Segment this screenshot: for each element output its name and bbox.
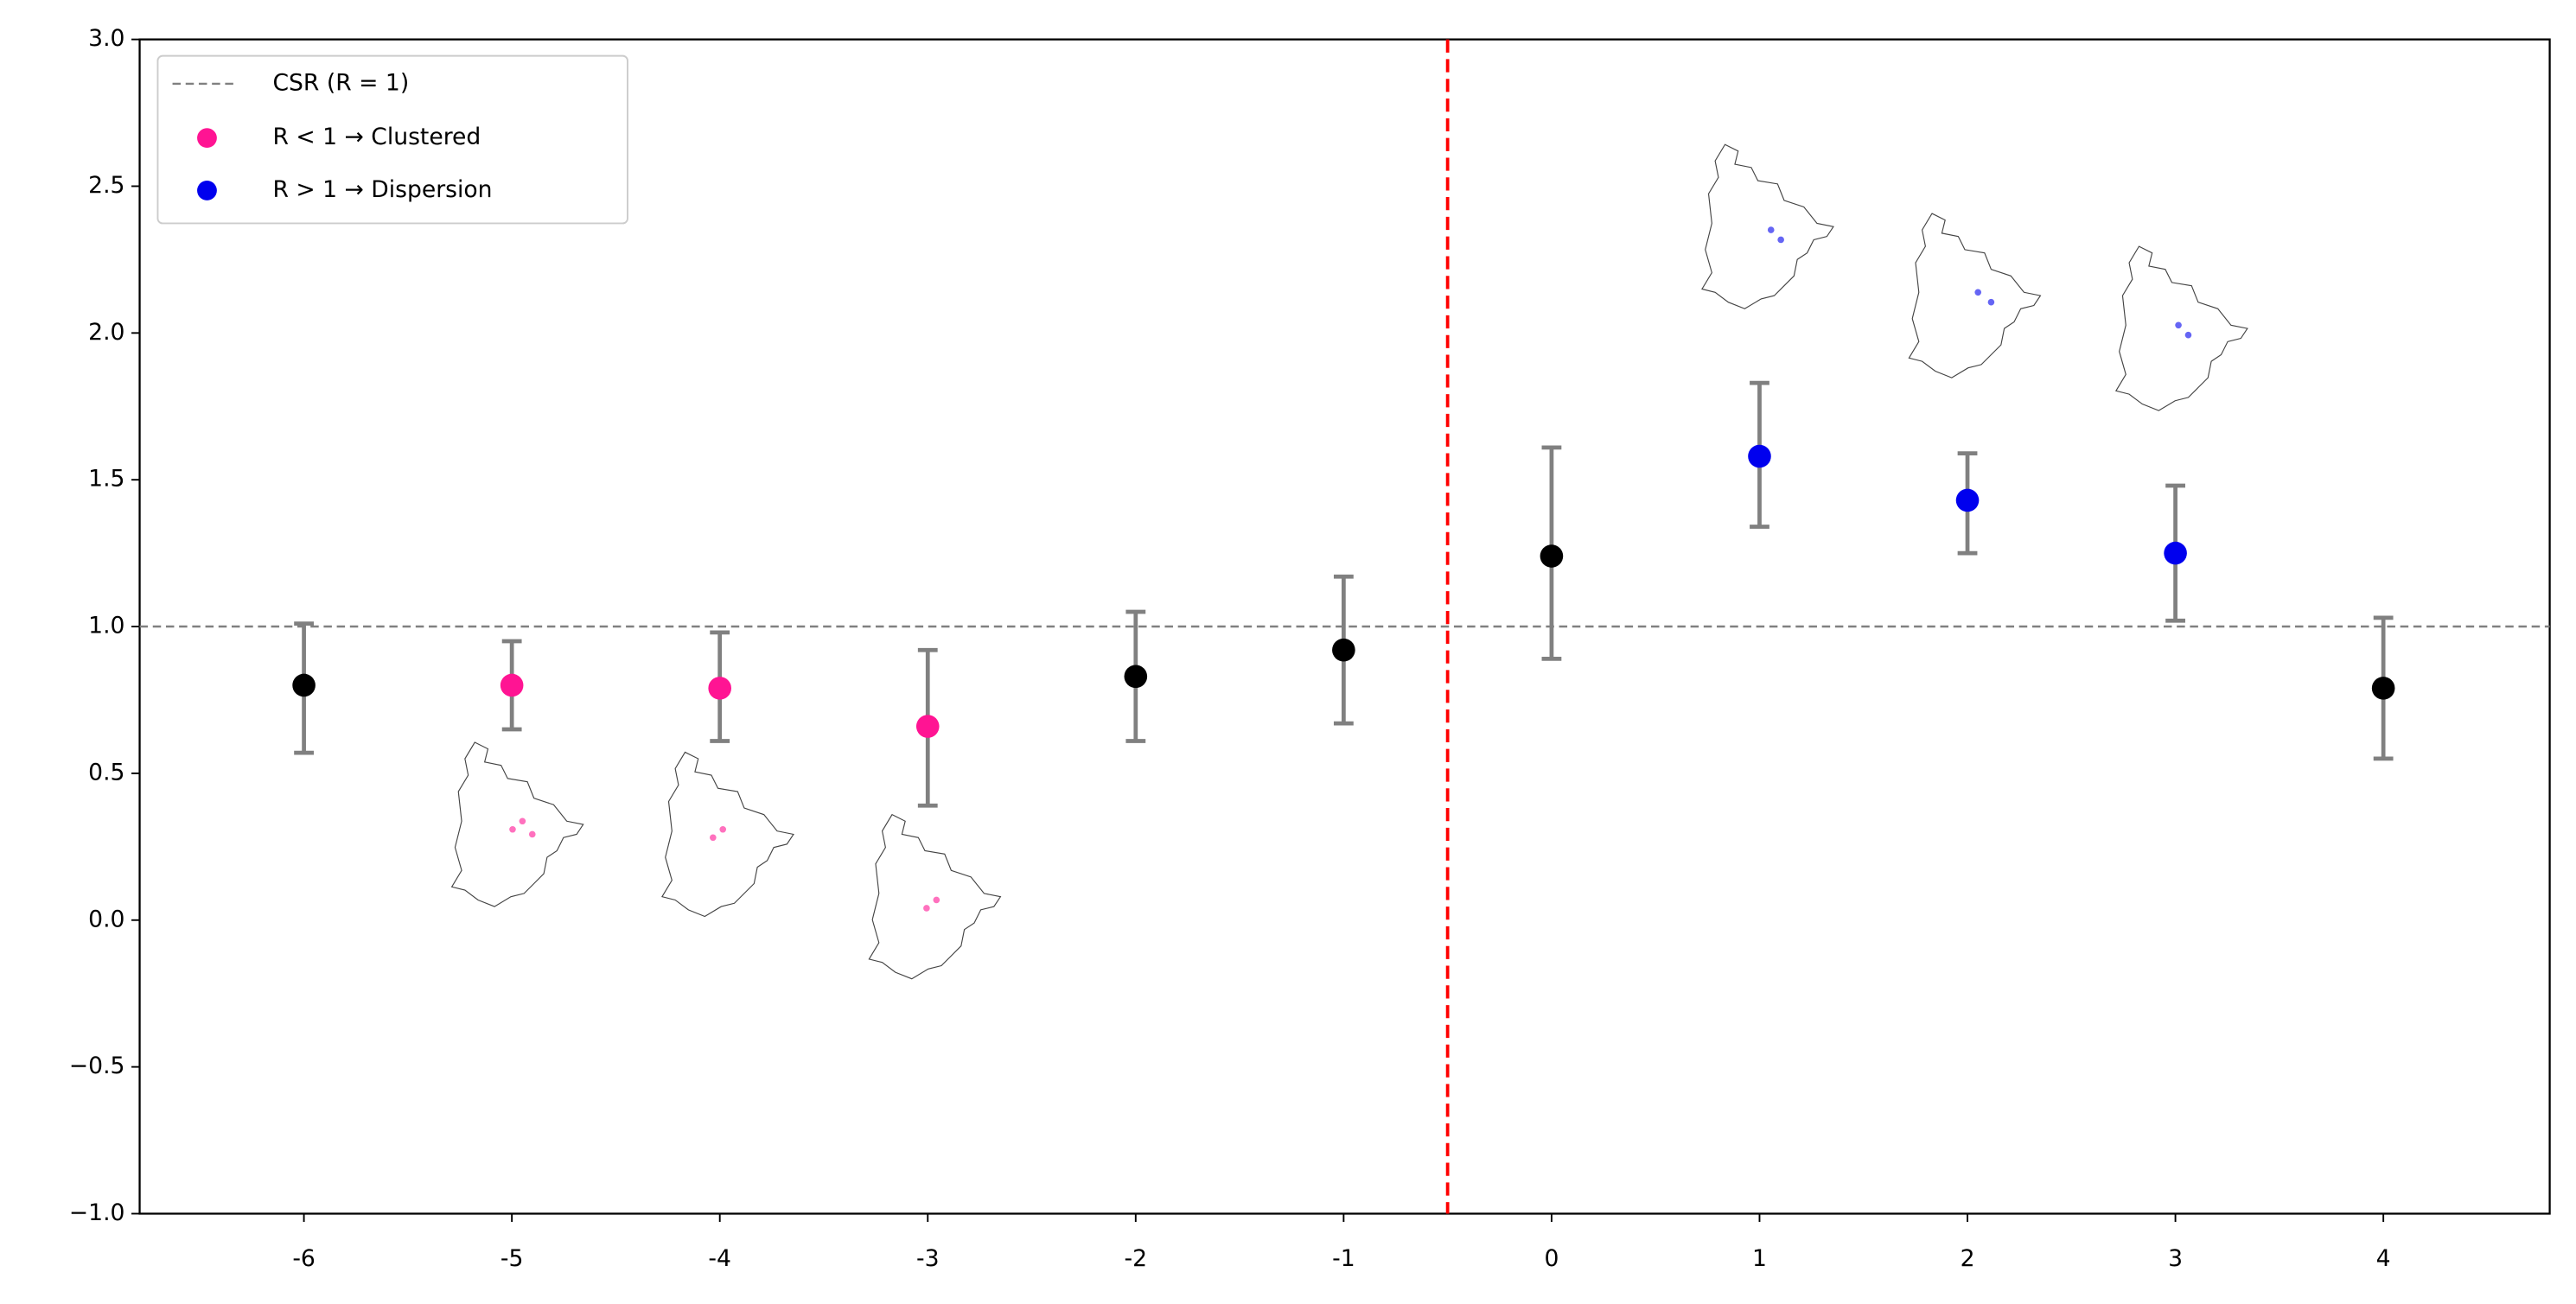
x-tick-label: -4: [708, 1245, 731, 1272]
point: [1748, 444, 1771, 468]
x-tick-label: -5: [501, 1245, 524, 1272]
point: [1540, 544, 1564, 568]
y-tick-label: 2.5: [88, 172, 124, 199]
point: [1124, 665, 1148, 689]
point: [292, 673, 316, 697]
legend-label: CSR (R = 1): [272, 69, 409, 96]
point: [1332, 638, 1355, 662]
point: [708, 677, 732, 700]
point: [2164, 541, 2187, 565]
y-tick-label: 3.0: [88, 25, 124, 52]
point: [915, 715, 940, 738]
x-tick-label: -6: [292, 1245, 316, 1272]
y-tick-label: 0.0: [88, 906, 124, 932]
legend-label: R > 1 → Dispersion: [272, 176, 492, 203]
y-tick-label: 1.0: [88, 613, 124, 639]
legend-marker: [197, 128, 217, 149]
y-tick-label: 2.0: [88, 319, 124, 346]
x-tick-label: 4: [2376, 1245, 2391, 1272]
legend-box: [156, 54, 628, 225]
x-tick-label: 0: [1544, 1245, 1559, 1272]
point: [500, 673, 524, 697]
x-tick-label: 3: [2168, 1245, 2183, 1272]
x-tick-label: -3: [916, 1245, 940, 1272]
point: [2371, 677, 2395, 700]
y-tick-label: 1.5: [88, 466, 124, 493]
x-tick-label: 2: [1961, 1245, 1975, 1272]
legend-label: R < 1 → Clustered: [272, 124, 481, 150]
y-tick-label: −0.5: [69, 1053, 125, 1079]
legend-marker: [197, 181, 217, 200]
point: [1955, 488, 1980, 512]
x-tick-label: -2: [1125, 1245, 1148, 1272]
inset-maps: [451, 143, 2248, 980]
y-tick-label: −1.0: [69, 1199, 125, 1226]
y-tick-label: 0.5: [88, 759, 124, 786]
x-tick-label: -1: [1332, 1245, 1355, 1272]
x-tick-label: 1: [1752, 1245, 1767, 1272]
